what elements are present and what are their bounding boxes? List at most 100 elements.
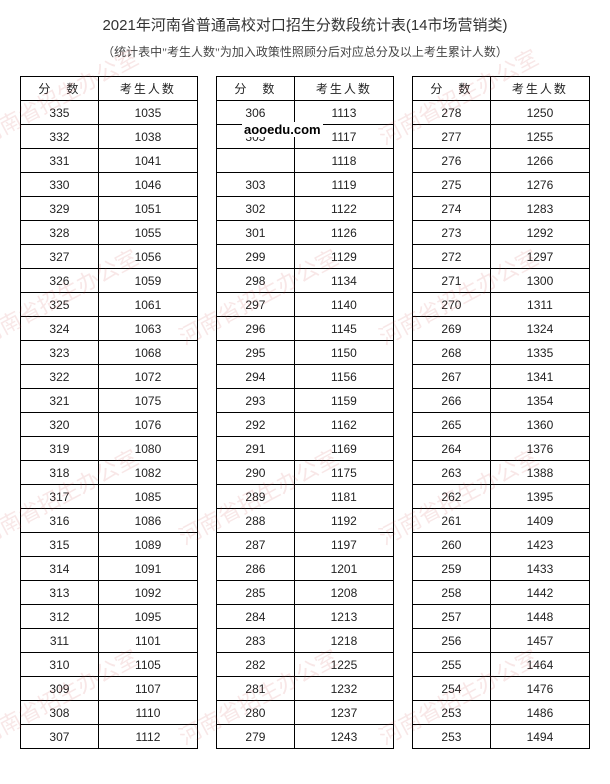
score-cell: 256 [413,629,491,653]
table-row: 2791243 [217,725,394,749]
table-row: 2591433 [413,557,590,581]
table-row: 2941156 [217,365,394,389]
score-cell: 280 [217,701,295,725]
score-cell: 286 [217,557,295,581]
table-row: 3161086 [21,509,198,533]
table-row: 3031119 [217,173,394,197]
header-count: 考生人数 [98,77,197,101]
table-row: 2781250 [413,101,590,125]
count-cell: 1250 [490,101,589,125]
count-cell: 1175 [294,461,393,485]
table-row: 2851208 [217,581,394,605]
count-cell: 1448 [490,605,589,629]
table-row: 2641376 [413,437,590,461]
score-cell: 322 [21,365,99,389]
score-cell: 288 [217,509,295,533]
score-cell: 319 [21,437,99,461]
table-row: 3271056 [21,245,198,269]
count-cell: 1105 [98,653,197,677]
score-cell: 282 [217,653,295,677]
count-cell: 1409 [490,509,589,533]
score-cell: 289 [217,485,295,509]
score-cell: 255 [413,653,491,677]
score-cell: 267 [413,365,491,389]
score-cell: 326 [21,269,99,293]
score-cell: 271 [413,269,491,293]
table-row: 2541476 [413,677,590,701]
table-row: 2601423 [413,533,590,557]
page-title: 2021年河南省普通高校对口招生分数段统计表(14市场营销类) [20,14,590,35]
count-cell: 1126 [294,221,393,245]
table-row: 2721297 [413,245,590,269]
count-cell: 1061 [98,293,197,317]
score-cell: 328 [21,221,99,245]
score-cell: 320 [21,413,99,437]
score-table-2: 分 数考生人数278125027712552761266275127627412… [412,76,590,749]
score-cell: 268 [413,341,491,365]
score-cell: 265 [413,413,491,437]
table-row: 2801237 [217,701,394,725]
score-cell: 257 [413,605,491,629]
table-row: 3141091 [21,557,198,581]
count-cell: 1110 [98,701,197,725]
count-cell: 1311 [490,293,589,317]
table-row: 2671341 [413,365,590,389]
table-row: 2561457 [413,629,590,653]
count-cell: 1266 [490,149,589,173]
score-cell: 318 [21,461,99,485]
count-cell: 1376 [490,437,589,461]
score-table-1: 分 数考生人数306111330511171118303111930211223… [216,76,394,749]
count-cell: 1145 [294,317,393,341]
table-row: 3231068 [21,341,198,365]
count-cell: 1080 [98,437,197,461]
count-cell: 1197 [294,533,393,557]
header-count: 考生人数 [294,77,393,101]
table-row: 3111101 [21,629,198,653]
score-cell: 302 [217,197,295,221]
table-row: 3011126 [217,221,394,245]
table-row: 3021122 [217,197,394,221]
table-row: 3071112 [21,725,198,749]
count-cell: 1283 [490,197,589,221]
table-row: 2531494 [413,725,590,749]
table-row: 2751276 [413,173,590,197]
table-row: 2761266 [413,149,590,173]
score-cell: 292 [217,413,295,437]
score-cell: 313 [21,581,99,605]
count-cell: 1192 [294,509,393,533]
table-row: 3081110 [21,701,198,725]
score-cell: 303 [217,173,295,197]
count-cell: 1442 [490,581,589,605]
score-cell: 274 [413,197,491,221]
count-cell: 1140 [294,293,393,317]
score-cell: 290 [217,461,295,485]
page-subtitle: （统计表中"考生人数"为加入政策性照顾分后对应总分及以上考生累计人数） [20,43,590,60]
table-row: 3261059 [21,269,198,293]
count-cell: 1035 [98,101,197,125]
score-cell: 321 [21,389,99,413]
score-cell: 330 [21,173,99,197]
table-row: 3101105 [21,653,198,677]
table-row: 2571448 [413,605,590,629]
score-cell: 331 [21,149,99,173]
table-row: 3061113 [217,101,394,125]
score-cell: 309 [21,677,99,701]
score-cell: 325 [21,293,99,317]
count-cell: 1276 [490,173,589,197]
table-row: 3211075 [21,389,198,413]
table-row: 2831218 [217,629,394,653]
count-cell: 1068 [98,341,197,365]
count-cell: 1095 [98,605,197,629]
table-row: 3251061 [21,293,198,317]
table-row: 2901175 [217,461,394,485]
count-cell: 1041 [98,149,197,173]
table-row: 2951150 [217,341,394,365]
score-cell: 291 [217,437,295,461]
score-cell: 272 [413,245,491,269]
count-cell: 1494 [490,725,589,749]
count-cell: 1225 [294,653,393,677]
score-cell: 269 [413,317,491,341]
table-row: 2651360 [413,413,590,437]
score-cell: 293 [217,389,295,413]
table-row: 2981134 [217,269,394,293]
